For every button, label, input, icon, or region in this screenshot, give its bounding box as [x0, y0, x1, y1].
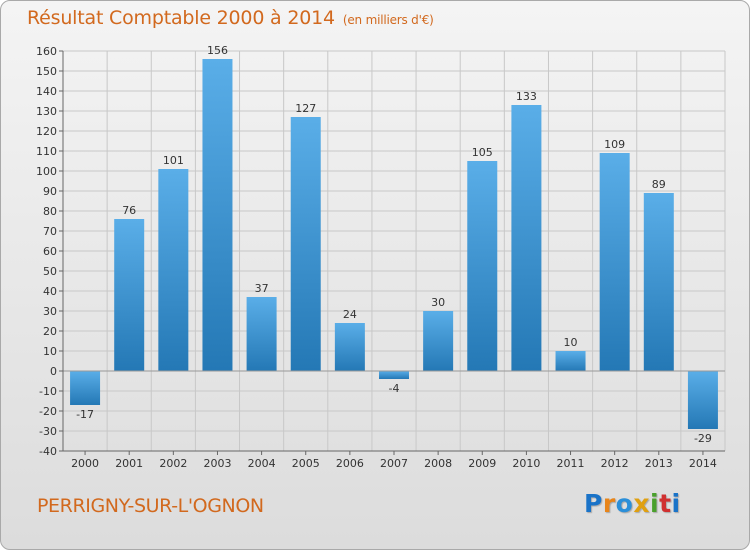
value-label-2000: -17	[76, 408, 94, 421]
bar-2010	[511, 105, 542, 371]
bar-2008	[423, 311, 454, 371]
value-label-2005: 127	[295, 102, 316, 115]
logo-letter: t	[659, 489, 672, 518]
axes: 1601501401301201101009080706050403020100…	[36, 45, 725, 470]
bars	[70, 59, 718, 429]
value-label-2010: 133	[516, 90, 537, 103]
bar-2011	[555, 351, 586, 371]
y-tick-label: 140	[36, 85, 57, 98]
chart-title-text: Résultat Comptable 2000 à 2014	[27, 7, 335, 29]
bar-2002	[158, 169, 189, 371]
value-label-2004: 37	[255, 282, 269, 295]
x-tick-label-2000: 2000	[71, 457, 99, 470]
logo-letter: r	[602, 489, 616, 518]
value-label-2001: 76	[122, 204, 136, 217]
logo-letter: i	[650, 489, 660, 518]
x-tick-label-2009: 2009	[468, 457, 496, 470]
logo-letter: o	[615, 489, 634, 518]
y-tick-label: 10	[43, 345, 57, 358]
y-tick-label: 90	[43, 185, 57, 198]
x-tick-label-2014: 2014	[689, 457, 717, 470]
value-label-2014: -29	[694, 432, 712, 445]
bar-2001	[114, 219, 145, 371]
y-tick-label: 20	[43, 325, 57, 338]
x-tick-label-2007: 2007	[380, 457, 408, 470]
x-tick-label-2010: 2010	[512, 457, 540, 470]
y-tick-label: 160	[36, 45, 57, 58]
y-tick-label: 60	[43, 245, 57, 258]
value-label-2002: 101	[163, 154, 184, 167]
value-label-2011: 10	[564, 336, 578, 349]
value-label-2007: -4	[389, 382, 400, 395]
logo-letter: i	[671, 489, 681, 518]
y-tick-label: 110	[36, 145, 57, 158]
y-tick-label: 120	[36, 125, 57, 138]
y-tick-label: 70	[43, 225, 57, 238]
x-tick-label-2002: 2002	[159, 457, 187, 470]
y-tick-label: 100	[36, 165, 57, 178]
y-tick-label: 30	[43, 305, 57, 318]
y-tick-label: 150	[36, 65, 57, 78]
value-label-2009: 105	[472, 146, 493, 159]
bar-2009	[467, 161, 498, 371]
x-tick-label-2005: 2005	[292, 457, 320, 470]
y-tick-label: -30	[39, 425, 57, 438]
y-tick-label: -20	[39, 405, 57, 418]
x-tick-label-2006: 2006	[336, 457, 364, 470]
y-tick-label: 80	[43, 205, 57, 218]
value-label-2008: 30	[431, 296, 445, 309]
y-tick-label: 50	[43, 265, 57, 278]
bar-2006	[334, 323, 365, 371]
x-tick-label-2011: 2011	[557, 457, 585, 470]
value-label-2012: 109	[604, 138, 625, 151]
bar-2000	[70, 371, 101, 405]
bar-2004	[246, 297, 277, 371]
bar-2005	[290, 117, 321, 371]
y-tick-label: 0	[50, 365, 57, 378]
chart-subtitle: (en milliers d'€)	[342, 13, 434, 27]
x-tick-label-2003: 2003	[203, 457, 231, 470]
value-label-2013: 89	[652, 178, 666, 191]
x-tick-label-2008: 2008	[424, 457, 452, 470]
x-tick-label-2004: 2004	[248, 457, 276, 470]
bar-2003	[202, 59, 233, 371]
x-tick-label-2013: 2013	[645, 457, 673, 470]
logo-letter: P	[584, 489, 603, 518]
x-tick-label-2012: 2012	[601, 457, 629, 470]
chart-title: Résultat Comptable 2000 à 2014 (en millie…	[27, 7, 434, 29]
value-labels: -17 76 101 156 37 127 24 -4 30 105 133 10 109 89 -29	[76, 44, 712, 445]
logo-letter: x	[633, 489, 650, 518]
y-tick-label: -40	[39, 445, 57, 458]
proxiti-logo: Proxiti	[584, 489, 681, 518]
y-tick-label: -10	[39, 385, 57, 398]
value-label-2006: 24	[343, 308, 357, 321]
bar-2007	[379, 371, 409, 379]
x-tick-label-2001: 2001	[115, 457, 143, 470]
commune-name: PERRIGNY-SUR-L'OGNON	[37, 495, 264, 517]
y-tick-label: 40	[43, 285, 57, 298]
bar-2012	[599, 153, 630, 371]
bar-2014	[687, 371, 718, 429]
y-tick-label: 130	[36, 105, 57, 118]
bar-2013	[643, 193, 674, 371]
value-label-2003: 156	[207, 44, 228, 57]
